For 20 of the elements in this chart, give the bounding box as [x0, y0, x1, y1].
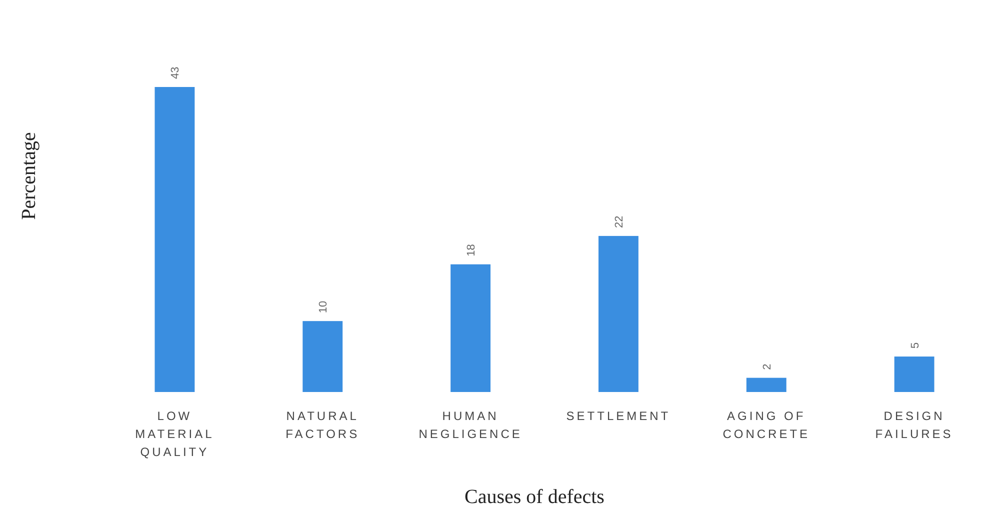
- bar: [894, 356, 934, 392]
- x-axis-title: Causes of defects: [464, 486, 605, 508]
- bar: [450, 264, 491, 392]
- bar: [598, 236, 638, 392]
- bar: [746, 378, 786, 392]
- data-label: 18: [466, 244, 478, 256]
- bar: [154, 87, 195, 392]
- x-tick-label: AGING OF CONCRETE: [722, 409, 810, 441]
- bar: [302, 321, 343, 392]
- data-label: 5: [909, 342, 922, 349]
- x-tick-label: LOW MATERIAL QUALITY: [135, 409, 214, 459]
- y-axis-title: Percentage: [18, 132, 40, 220]
- x-tick-label: SETTLEMENT: [566, 409, 671, 423]
- data-label: 2: [761, 364, 774, 370]
- x-tick-label: NATURAL FACTORS: [286, 409, 360, 441]
- x-tick-label: HUMAN NEGLIGENCE: [418, 409, 522, 441]
- data-label: 43: [170, 66, 182, 79]
- data-label: 10: [318, 300, 330, 314]
- x-tick-label: DESIGN FAILURES: [875, 409, 954, 441]
- data-label: 22: [613, 216, 626, 228]
